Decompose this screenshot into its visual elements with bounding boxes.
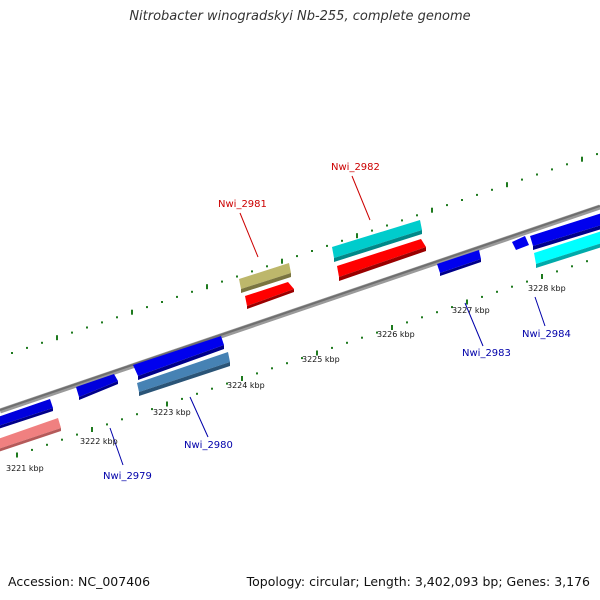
gene-feature-cyan[interactable] (534, 230, 600, 268)
gene-label-nwi-2979[interactable]: Nwi_2979 (103, 471, 152, 482)
kbp-label: 3227 kbp (452, 306, 490, 315)
kbp-label: 3226 kbp (377, 330, 415, 339)
kbp-label: 3224 kbp (227, 381, 265, 390)
gene-label-nwi-2981[interactable]: Nwi_2981 (218, 199, 267, 210)
gene-feature-blue[interactable] (133, 336, 224, 380)
gene-label-nwi-2984[interactable]: Nwi_2984 (522, 329, 571, 340)
map-title: Nitrobacter winogradskyi Nb-255, complet… (129, 9, 471, 24)
kbp-label: 3228 kbp (528, 284, 566, 293)
upper-tick-row (11, 153, 598, 354)
gene-feature-red[interactable] (337, 239, 426, 281)
kbp-label: 3221 kbp (6, 464, 44, 473)
gene-feature-salmon[interactable] (0, 418, 61, 453)
accession-label: Accession: NC_007406 (8, 574, 151, 589)
genome-stats-label: Topology: circular; Length: 3,402,093 bp… (246, 574, 590, 589)
gene-feature-cyan[interactable] (332, 220, 422, 262)
kbp-label: 3225 kbp (302, 355, 340, 364)
kbp-label: 3223 kbp (153, 408, 191, 417)
gene-feature-blue[interactable] (437, 250, 481, 276)
label-leader-lines (109, 175, 546, 466)
kbp-label: 3222 kbp (80, 437, 118, 446)
gene-feature-blue[interactable] (512, 236, 529, 250)
gene-label-nwi-2980[interactable]: Nwi_2980 (184, 440, 233, 451)
lower-tick-row (16, 260, 588, 458)
gene-labels: Nwi_2979 Nwi_2980 Nwi_2981 Nwi_2982 Nwi_… (103, 162, 571, 482)
gene-feature-blue[interactable] (0, 399, 53, 430)
genome-backbone (0, 204, 600, 414)
gene-feature-khaki[interactable] (239, 263, 291, 293)
gene-label-nwi-2982[interactable]: Nwi_2982 (331, 162, 380, 173)
gene-label-nwi-2983[interactable]: Nwi_2983 (462, 348, 511, 359)
kbp-labels: 3221 kbp 3222 kbp 3223 kbp 3224 kbp 3225… (6, 284, 566, 473)
gene-feature-red[interactable] (245, 282, 294, 309)
gene-feature-steelblue[interactable] (137, 352, 230, 396)
gene-feature-blue[interactable] (76, 374, 118, 400)
gene-feature-blue[interactable] (530, 212, 600, 250)
